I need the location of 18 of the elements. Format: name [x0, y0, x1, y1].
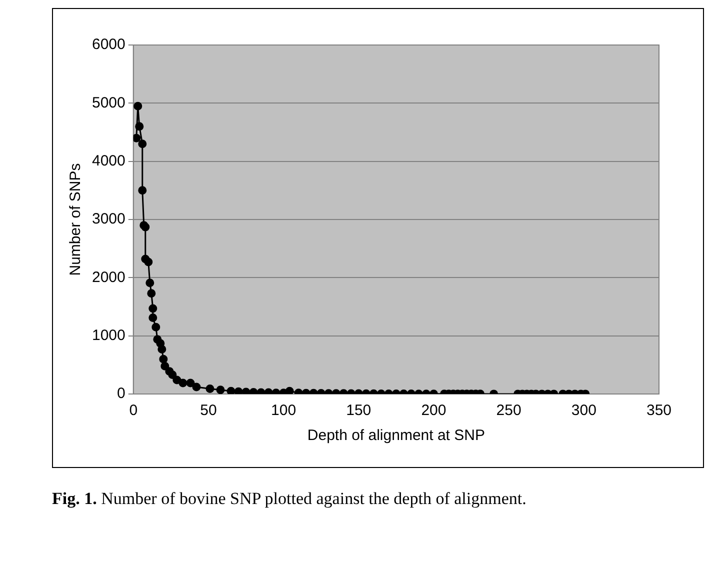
y-tick-label: 1000	[92, 326, 126, 344]
x-tick-label: 200	[421, 402, 446, 420]
y-tick-label: 3000	[92, 210, 126, 228]
x-tick-label: 0	[129, 402, 138, 420]
y-tick-label: 2000	[92, 268, 126, 286]
y-tick-label: 4000	[92, 152, 126, 170]
y-tick-label: 6000	[92, 36, 126, 54]
x-tick-label: 50	[200, 402, 217, 420]
x-tick-label: 250	[496, 402, 522, 420]
x-axis-title: Depth of alignment at SNP	[307, 427, 485, 444]
y-axis-title: Number of SNPs	[67, 163, 84, 276]
x-tick-label: 350	[646, 402, 672, 420]
caption: Fig. 1. Number of bovine SNP plotted against the depth of alignment.	[52, 488, 528, 510]
x-tick-label: 100	[271, 402, 296, 420]
x-tick-label: 300	[571, 402, 596, 420]
y-tick-label: 0	[117, 385, 126, 402]
y-tick-label: 5000	[92, 94, 126, 112]
x-tick-label: 150	[346, 402, 372, 420]
